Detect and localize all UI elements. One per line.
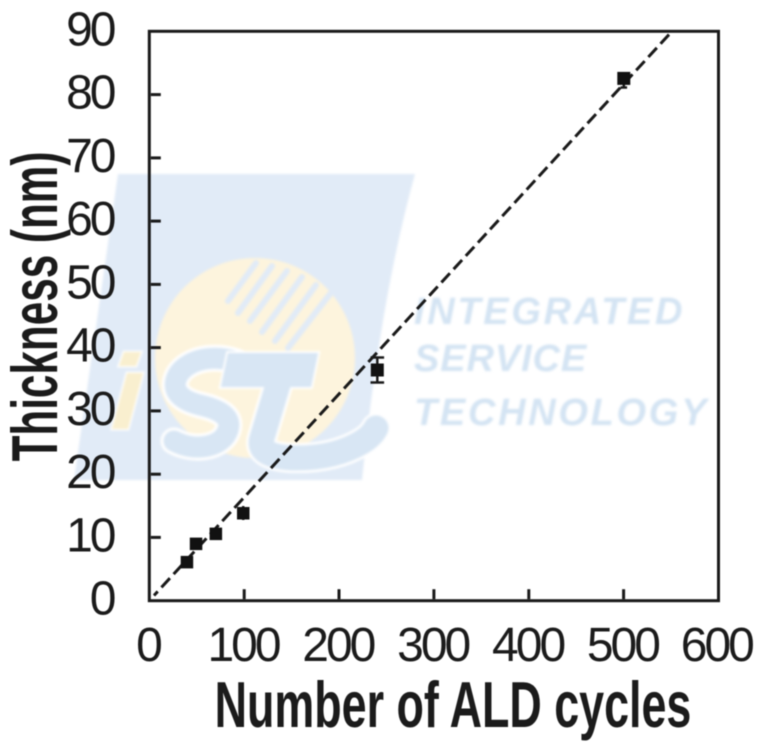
- svg-text:Thickness (nm): Thickness (nm): [0, 152, 71, 462]
- svg-text:30: 30: [66, 383, 115, 436]
- svg-text:60: 60: [66, 193, 115, 246]
- svg-text:90: 90: [66, 3, 115, 56]
- svg-text:400: 400: [492, 619, 564, 672]
- svg-text:80: 80: [66, 67, 115, 120]
- svg-text:100: 100: [207, 619, 279, 672]
- svg-text:40: 40: [66, 320, 115, 373]
- svg-text:0: 0: [90, 573, 115, 626]
- svg-text:SERVICE: SERVICE: [414, 338, 588, 380]
- svg-text:500: 500: [587, 619, 659, 672]
- svg-text:300: 300: [397, 619, 469, 672]
- svg-text:600: 600: [681, 619, 753, 672]
- svg-text:0: 0: [136, 619, 161, 672]
- svg-text:TECHNOLOGY: TECHNOLOGY: [414, 392, 710, 434]
- svg-text:50: 50: [66, 256, 115, 309]
- svg-text:Number of ALD cycles: Number of ALD cycles: [215, 668, 692, 741]
- svg-text:INTEGRATED: INTEGRATED: [414, 291, 685, 333]
- svg-text:10: 10: [66, 509, 115, 562]
- svg-text:200: 200: [302, 619, 374, 672]
- svg-text:20: 20: [66, 446, 115, 499]
- svg-text:70: 70: [66, 130, 115, 183]
